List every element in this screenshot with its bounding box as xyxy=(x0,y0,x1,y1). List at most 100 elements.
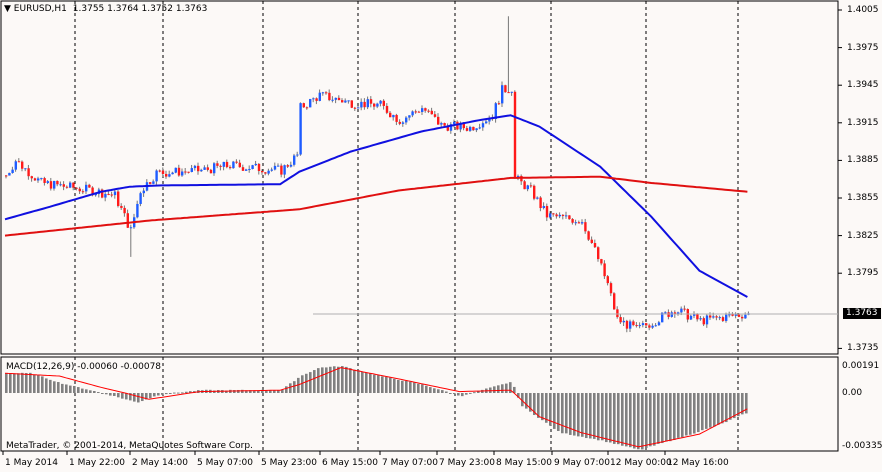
macd-histogram-bar xyxy=(461,393,464,397)
candle-body xyxy=(85,184,88,192)
candle-body xyxy=(312,98,315,100)
candle-body xyxy=(165,173,168,177)
price-axis-label: 1.4005 xyxy=(847,5,879,15)
candle-body xyxy=(510,91,513,93)
candle-body xyxy=(21,161,24,169)
candle-body xyxy=(632,321,635,326)
candle-body xyxy=(149,182,152,184)
macd-histogram-bar xyxy=(93,390,96,393)
macd-histogram-bar xyxy=(681,393,684,438)
macd-histogram-bar xyxy=(309,372,312,393)
candle-body xyxy=(581,222,584,224)
candle-body xyxy=(174,167,177,173)
candle-body xyxy=(382,100,385,106)
macd-histogram-bar xyxy=(293,381,296,393)
macd-histogram-bar xyxy=(689,393,692,435)
candle-body xyxy=(251,165,254,169)
time-axis-label: 1 May 22:00 xyxy=(69,458,125,468)
fast-ma-line xyxy=(4,114,748,298)
price-axis-label: 1.3825 xyxy=(847,230,879,241)
macd-histogram-bar xyxy=(725,393,728,423)
macd-histogram-bar xyxy=(285,386,288,393)
candle-body xyxy=(593,243,597,248)
symbol-header[interactable]: ▼ EURUSD,H1 1.3755 1.3764 1.3752 1.3763 xyxy=(4,4,207,15)
time-axis-label: 7 May 07:00 xyxy=(382,458,438,468)
macd-histogram-bar xyxy=(745,393,748,414)
macd-histogram-bar xyxy=(245,390,248,393)
candle-body xyxy=(289,164,293,167)
macd-histogram-bar xyxy=(609,393,612,443)
candle-body xyxy=(248,168,251,170)
price-axis-label: 1.3975 xyxy=(847,42,879,53)
candle-body xyxy=(193,165,197,169)
price-axis-label: 1.3885 xyxy=(847,155,879,166)
candle-body xyxy=(513,91,517,178)
candle-body xyxy=(155,170,158,182)
candle-body xyxy=(126,213,129,228)
macd-histogram-bar xyxy=(573,393,576,436)
candle-body xyxy=(571,219,574,223)
macd-histogram-bar xyxy=(189,391,192,393)
macd-histogram-bar xyxy=(29,372,32,393)
macd-histogram-bar xyxy=(497,385,500,393)
time-axis-label: 5 May 23:00 xyxy=(261,458,317,468)
macd-pane[interactable] xyxy=(4,366,748,450)
macd-histogram-bar xyxy=(101,393,104,394)
collapse-triangle-icon[interactable]: ▼ xyxy=(4,4,11,14)
candle-body xyxy=(577,222,581,224)
price-pane[interactable] xyxy=(4,16,750,333)
candle-body xyxy=(574,222,577,224)
candle-body xyxy=(651,325,654,328)
candle-body xyxy=(449,124,453,131)
macd-label: MACD(12,26,9) xyxy=(6,362,75,372)
candle-body xyxy=(558,214,561,217)
macd-histogram-bar xyxy=(21,372,24,393)
candle-body xyxy=(456,121,459,130)
candle-body xyxy=(600,259,603,264)
candle-body xyxy=(197,165,200,172)
macd-histogram-bar xyxy=(417,383,420,393)
macd-axis-label: 0.00191 xyxy=(842,361,880,371)
macd-histogram-bar xyxy=(541,393,544,421)
candle-body xyxy=(430,110,433,115)
macd-histogram-bar xyxy=(305,373,308,393)
macd-histogram-bar xyxy=(353,369,356,393)
candle-body xyxy=(664,312,667,314)
macd-histogram-bar xyxy=(465,393,468,395)
candle-body xyxy=(184,171,187,173)
macd-histogram-bar xyxy=(733,393,736,419)
candle-body xyxy=(49,181,53,189)
macd-histogram-bar xyxy=(165,393,168,395)
candle-body xyxy=(241,167,245,171)
candle-body xyxy=(107,193,110,195)
macd-histogram-bar xyxy=(109,393,112,396)
macd-histogram-bar xyxy=(85,389,88,393)
macd-histogram-bar xyxy=(157,393,160,396)
candle-body xyxy=(120,205,123,208)
macd-pane-border xyxy=(0,356,839,452)
macd-histogram-bar xyxy=(273,390,276,393)
macd-histogram-bar xyxy=(561,393,564,434)
macd-histogram-bar xyxy=(645,393,648,448)
macd-histogram-bar xyxy=(569,393,572,435)
macd-histogram-bar xyxy=(241,389,244,393)
macd-histogram-bar xyxy=(629,393,632,448)
candle-body xyxy=(334,97,337,100)
time-axis-label: 6 May 15:00 xyxy=(322,458,378,468)
macd-histogram-bar xyxy=(69,385,72,393)
macd-histogram-bar xyxy=(317,368,320,393)
candle-body xyxy=(24,168,27,170)
macd-histogram-bar xyxy=(605,393,608,443)
macd-histogram-bar xyxy=(625,393,628,447)
macd-histogram-bar xyxy=(393,378,396,393)
macd-histogram-bar xyxy=(325,367,328,393)
macd-histogram-bar xyxy=(49,379,52,393)
macd-histogram-bar xyxy=(445,391,448,393)
macd-histogram-bar xyxy=(441,390,444,393)
candle-body xyxy=(613,293,616,310)
candle-body xyxy=(389,112,392,118)
candle-body xyxy=(8,172,11,176)
candle-body xyxy=(261,171,264,173)
candle-body xyxy=(411,111,414,116)
